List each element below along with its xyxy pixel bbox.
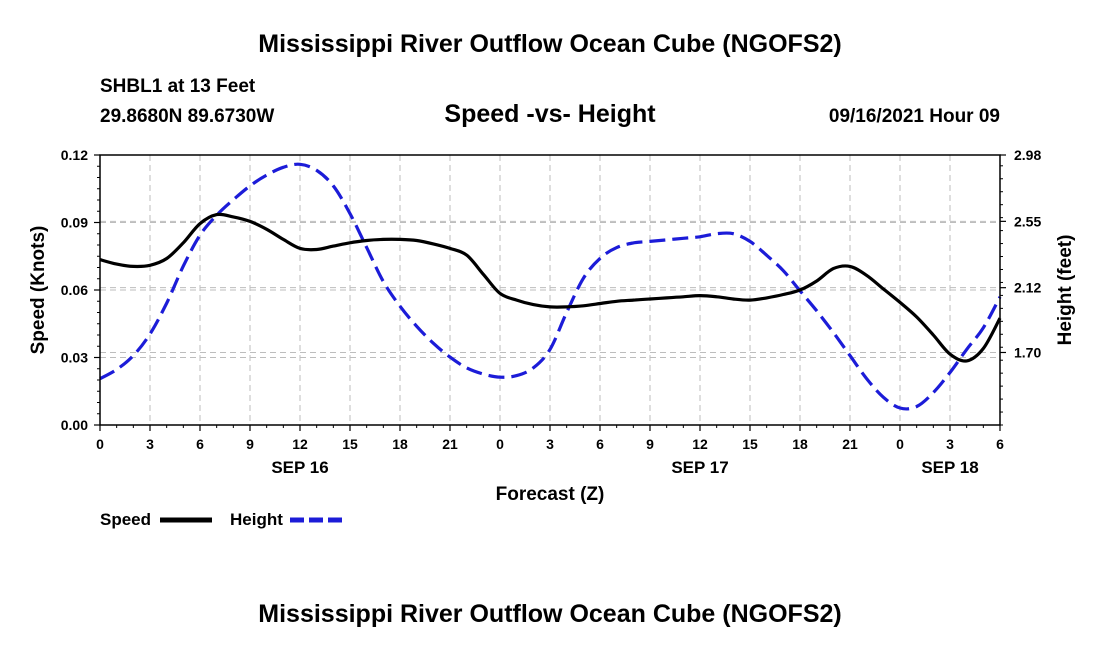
x-date-label: SEP 18 xyxy=(921,458,978,477)
x-tick-label: 6 xyxy=(996,436,1004,452)
footer-title: Mississippi River Outflow Ocean Cube (NG… xyxy=(258,600,842,628)
chart-subtitle: Speed -vs- Height xyxy=(444,100,656,128)
x-tick-label: 12 xyxy=(692,436,708,452)
x-tick-label: 6 xyxy=(596,436,604,452)
x-tick-label: 9 xyxy=(646,436,654,452)
y2-tick-label: 1.70 xyxy=(1014,344,1041,360)
x-date-label: SEP 16 xyxy=(271,458,328,477)
y-tick-label: 0.00 xyxy=(61,417,88,433)
x-tick-label: 12 xyxy=(292,436,308,452)
x-tick-label: 6 xyxy=(196,436,204,452)
y2-tick-label: 2.98 xyxy=(1014,147,1041,163)
x-tick-label: 18 xyxy=(792,436,808,452)
x-tick-label: 0 xyxy=(96,436,104,452)
x-tick-label: 21 xyxy=(842,436,858,452)
grid-layer xyxy=(100,154,1000,425)
y-axis-title: Speed (Knots) xyxy=(28,226,49,355)
series-line-speed xyxy=(99,212,1002,363)
forecast-datetime: 09/16/2021 Hour 09 xyxy=(828,106,1000,127)
axis-layer: 0 3 6 9 12 15 18 21 0 3 6 9 12 15 18 21 0 3 6 SEP 16 SEP 17 S… xyxy=(61,147,1042,477)
y2-tick-label: 2.55 xyxy=(1014,213,1041,229)
y2-tick-label: 2.12 xyxy=(1014,280,1041,296)
legend: Speed Height xyxy=(100,510,342,529)
x-axis-title: Forecast (Z) xyxy=(496,484,605,505)
station-coordinates: 29.8680N 89.6730W xyxy=(100,106,275,127)
legend-label-speed: Speed xyxy=(100,510,151,529)
x-tick-label: 15 xyxy=(742,436,758,452)
series-line-height xyxy=(99,162,1002,411)
y-tick-label: 0.03 xyxy=(61,350,88,366)
x-tick-label: 3 xyxy=(146,436,154,452)
y-tick-label: 0.09 xyxy=(61,215,88,231)
legend-label-height: Height xyxy=(230,510,283,529)
x-tick-label: 0 xyxy=(496,436,504,452)
x-tick-label: 3 xyxy=(546,436,554,452)
y-tick-label: 0.12 xyxy=(61,147,88,163)
y-tick-label: 0.06 xyxy=(61,282,88,298)
x-tick-label: 18 xyxy=(392,436,408,452)
x-tick-label: 15 xyxy=(342,436,358,452)
series-layer xyxy=(99,162,1002,411)
station-label: SHBL1 at 13 Feet xyxy=(100,76,256,97)
y2-axis-title: Height (feet) xyxy=(1055,235,1076,346)
x-date-label: SEP 17 xyxy=(671,458,728,477)
x-tick-label: 21 xyxy=(442,436,458,452)
x-tick-label: 3 xyxy=(946,436,954,452)
x-tick-label: 9 xyxy=(246,436,254,452)
page-title: Mississippi River Outflow Ocean Cube (NG… xyxy=(258,30,842,58)
x-tick-label: 0 xyxy=(896,436,904,452)
